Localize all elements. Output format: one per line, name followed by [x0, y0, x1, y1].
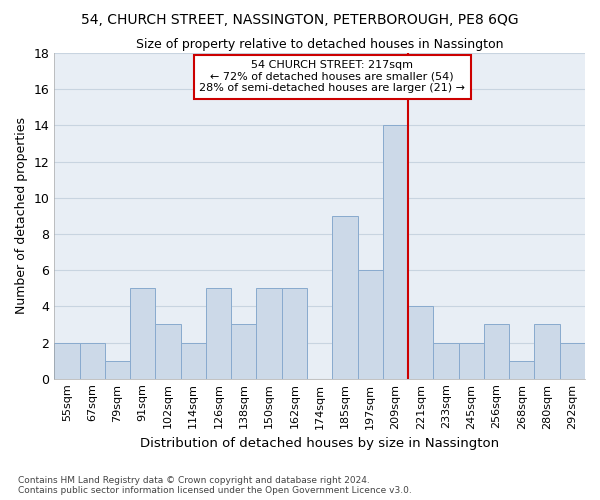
- Bar: [54, 342, 80, 378]
- Bar: [383, 126, 408, 378]
- Bar: [433, 342, 458, 378]
- Bar: [358, 270, 383, 378]
- Text: Contains HM Land Registry data © Crown copyright and database right 2024.
Contai: Contains HM Land Registry data © Crown c…: [18, 476, 412, 495]
- Bar: [282, 288, 307, 378]
- Text: 54, CHURCH STREET, NASSINGTON, PETERBOROUGH, PE8 6QG: 54, CHURCH STREET, NASSINGTON, PETERBORO…: [81, 12, 519, 26]
- Text: 54 CHURCH STREET: 217sqm
← 72% of detached houses are smaller (54)
28% of semi-d: 54 CHURCH STREET: 217sqm ← 72% of detach…: [199, 60, 465, 94]
- Bar: [535, 324, 560, 378]
- Bar: [458, 342, 484, 378]
- Bar: [231, 324, 256, 378]
- Y-axis label: Number of detached properties: Number of detached properties: [15, 118, 28, 314]
- Bar: [408, 306, 433, 378]
- Bar: [206, 288, 231, 378]
- Bar: [509, 360, 535, 378]
- Bar: [130, 288, 155, 378]
- Title: Size of property relative to detached houses in Nassington: Size of property relative to detached ho…: [136, 38, 503, 51]
- Bar: [484, 324, 509, 378]
- Bar: [155, 324, 181, 378]
- Bar: [181, 342, 206, 378]
- Bar: [560, 342, 585, 378]
- X-axis label: Distribution of detached houses by size in Nassington: Distribution of detached houses by size …: [140, 437, 499, 450]
- Bar: [105, 360, 130, 378]
- Bar: [332, 216, 358, 378]
- Bar: [80, 342, 105, 378]
- Bar: [256, 288, 282, 378]
